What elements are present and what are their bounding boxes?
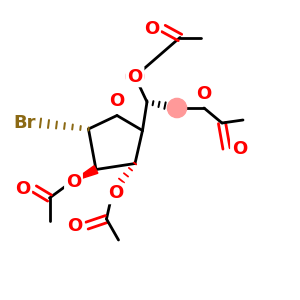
Text: O: O — [128, 68, 142, 85]
Text: O: O — [144, 20, 159, 38]
Text: O: O — [108, 184, 123, 202]
Circle shape — [126, 68, 144, 85]
Text: O: O — [15, 180, 30, 198]
Text: O: O — [196, 85, 211, 103]
Text: O: O — [66, 173, 81, 191]
Polygon shape — [72, 166, 98, 182]
Text: O: O — [110, 92, 124, 110]
Text: O: O — [68, 217, 83, 235]
Circle shape — [167, 98, 187, 118]
Text: Br: Br — [14, 114, 36, 132]
Text: O: O — [232, 140, 247, 158]
